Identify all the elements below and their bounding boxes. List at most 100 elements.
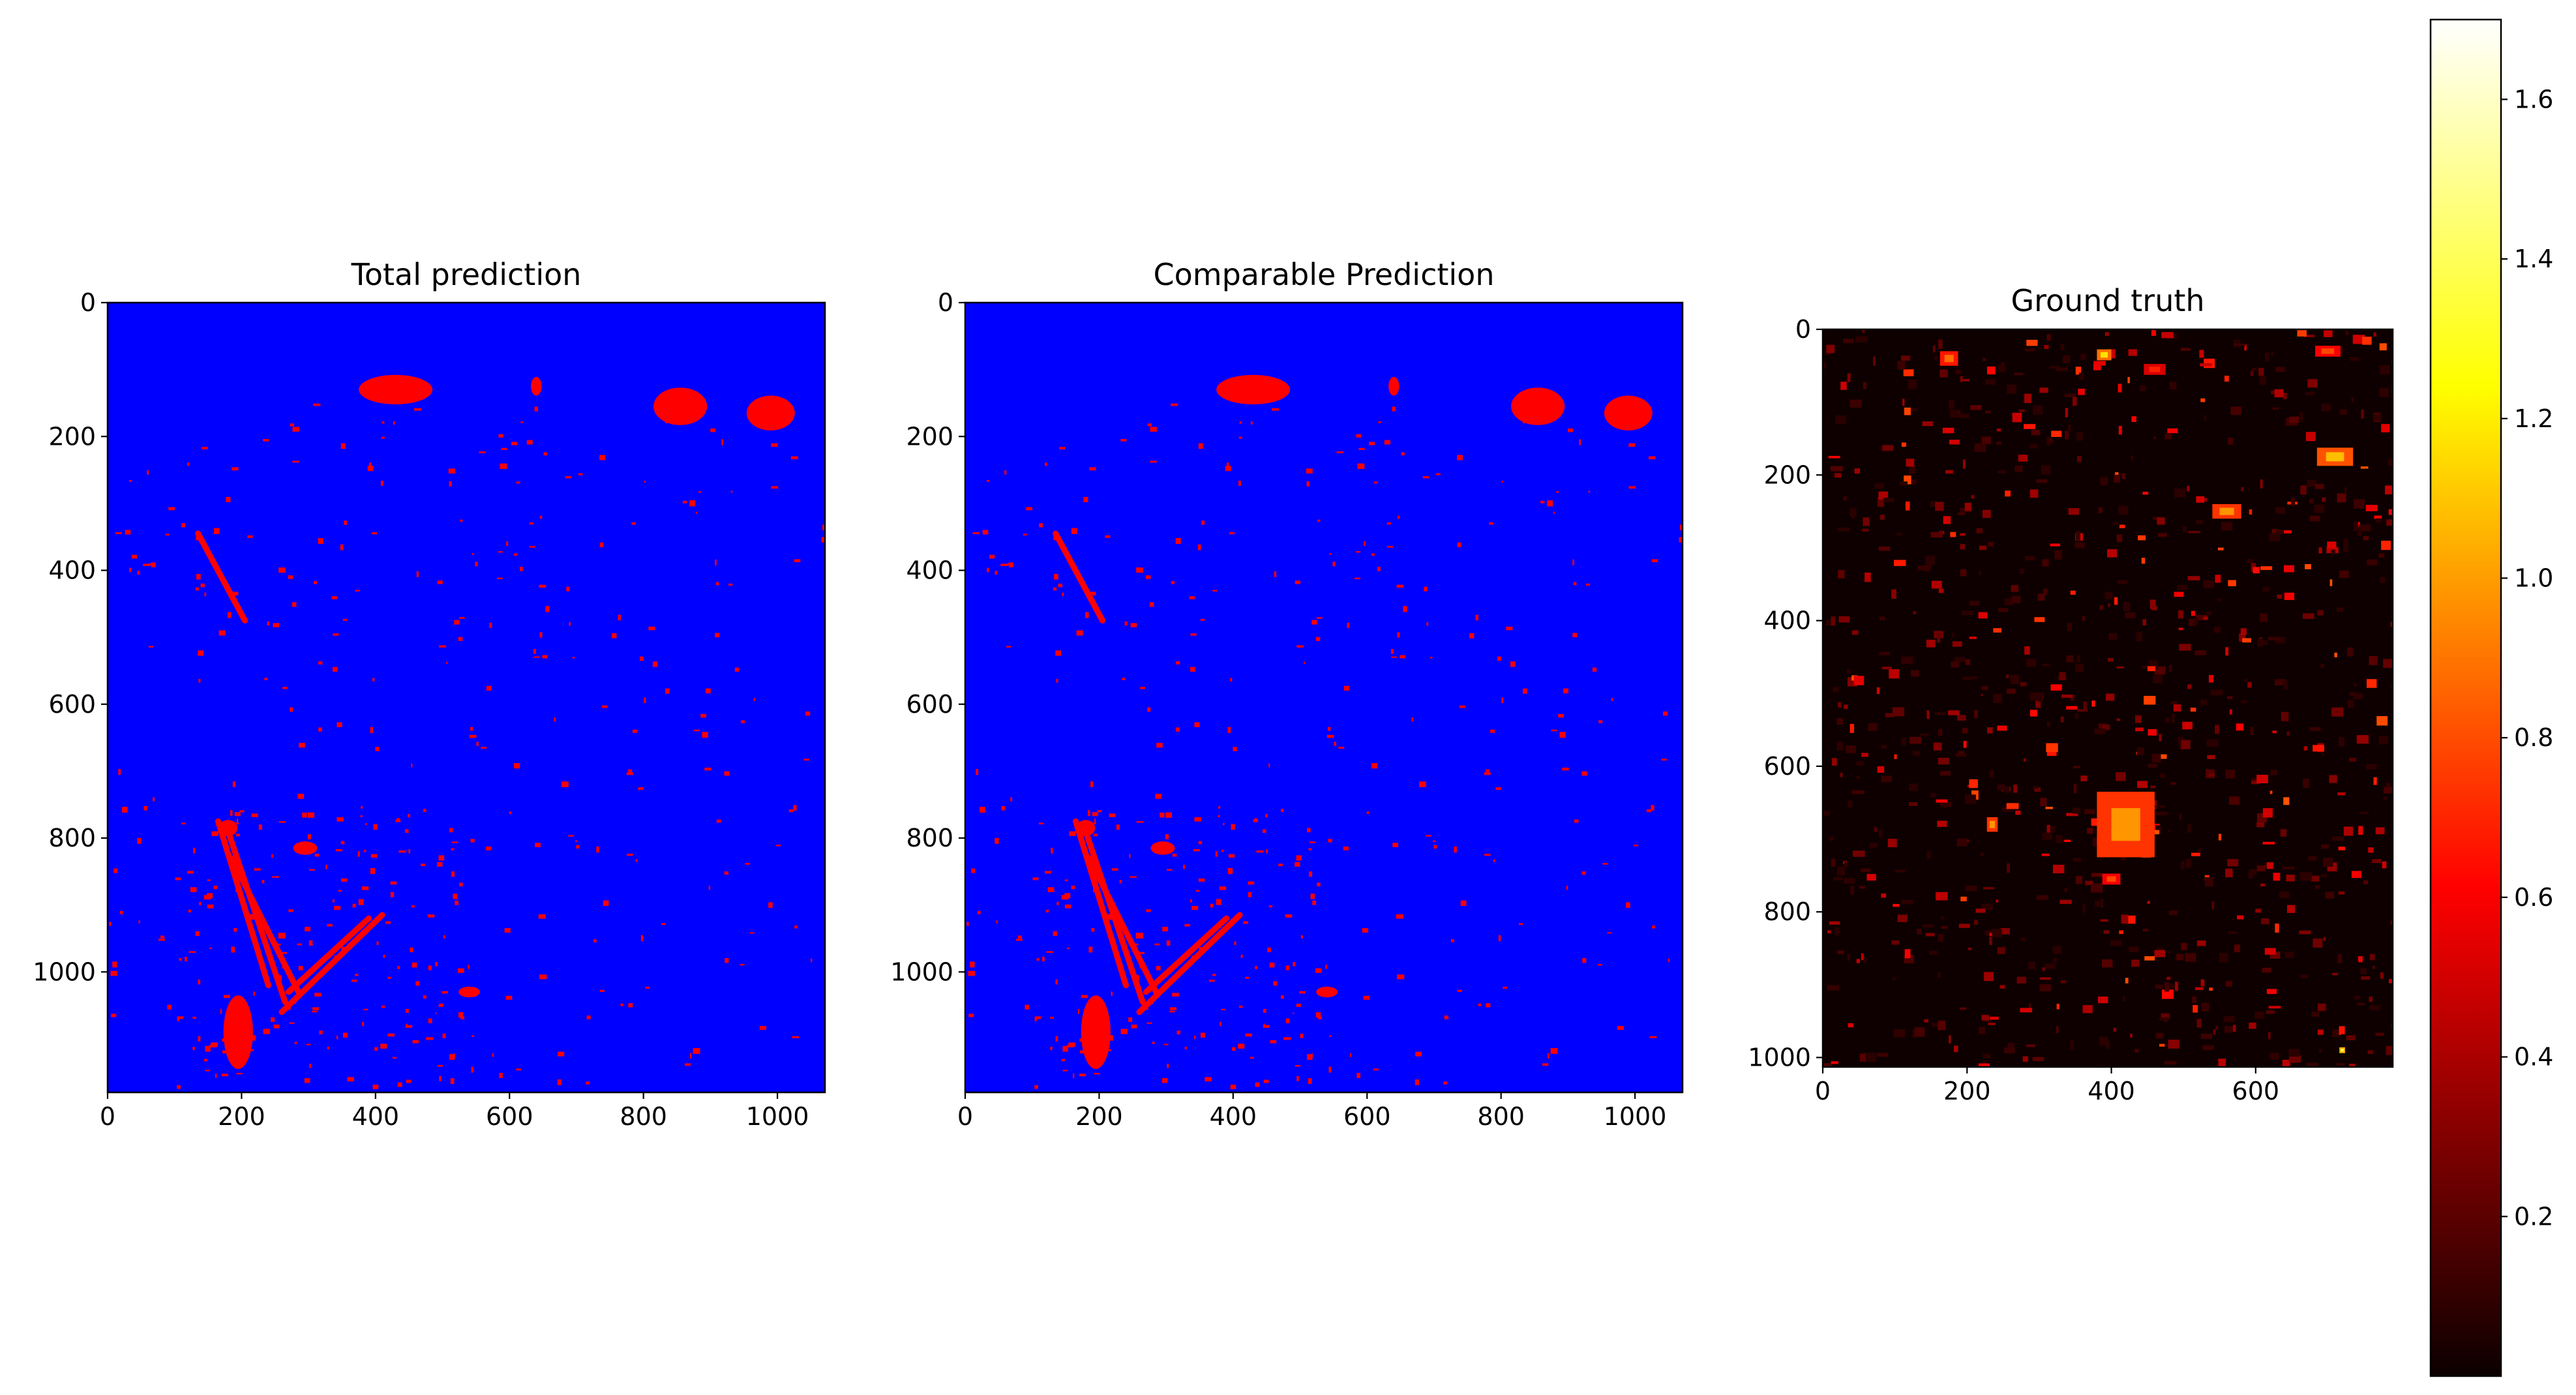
speckle xyxy=(2073,783,2077,794)
speckle xyxy=(611,633,617,638)
speckle xyxy=(1962,459,1966,469)
speckle xyxy=(2052,864,2065,874)
speckle xyxy=(578,473,583,475)
speckle xyxy=(2247,558,2253,563)
speckle xyxy=(1349,1053,1352,1057)
region-line xyxy=(285,915,372,995)
speckle xyxy=(1296,1004,1301,1007)
speckle xyxy=(115,532,122,535)
speckle xyxy=(2336,607,2344,612)
speckle xyxy=(1230,1085,1236,1090)
speckle xyxy=(213,528,220,534)
speckle xyxy=(231,946,235,953)
speckle xyxy=(220,1009,222,1014)
speckle xyxy=(575,840,578,842)
speckle xyxy=(492,1053,494,1057)
speckle xyxy=(2106,549,2118,558)
speckle xyxy=(2153,674,2163,683)
hotspot-core xyxy=(2321,348,2335,354)
hotspot-core xyxy=(2326,452,2344,462)
speckle xyxy=(554,717,556,722)
speckle xyxy=(222,1038,228,1042)
speckle xyxy=(281,952,287,954)
speckle xyxy=(2129,946,2139,952)
y-tick-label: 400 xyxy=(1763,607,1811,635)
speckle xyxy=(1909,783,1918,791)
speckle xyxy=(794,925,798,929)
speckle xyxy=(1978,612,1988,619)
speckle xyxy=(362,1021,364,1027)
speckle xyxy=(1877,766,1885,773)
speckle xyxy=(702,732,708,738)
speckle xyxy=(2064,839,2071,842)
speckle xyxy=(1831,466,1843,472)
speckle xyxy=(1904,949,1911,959)
speckle xyxy=(2314,504,2325,513)
speckle xyxy=(2094,728,2106,734)
speckle xyxy=(1829,921,1840,925)
speckle xyxy=(1912,751,1921,756)
speckle xyxy=(2142,929,2149,932)
speckle xyxy=(2271,391,2275,395)
speckle xyxy=(1256,850,1264,853)
speckle xyxy=(2059,672,2066,680)
speckle xyxy=(365,823,367,826)
speckle xyxy=(2005,674,2009,678)
speckle xyxy=(620,1003,623,1006)
speckle xyxy=(1026,507,1033,511)
speckle xyxy=(2271,528,2278,534)
speckle xyxy=(2224,1026,2234,1033)
speckle xyxy=(232,467,239,471)
speckle xyxy=(2266,1010,2275,1014)
speckle xyxy=(1356,434,1361,438)
speckle xyxy=(2029,443,2038,449)
speckle xyxy=(128,479,132,482)
speckle xyxy=(2361,976,2371,980)
speckle xyxy=(2274,389,2284,398)
speckle xyxy=(2007,1043,2014,1048)
speckle xyxy=(2219,953,2228,963)
speckle xyxy=(1107,1035,1114,1041)
speckle xyxy=(2358,524,2371,532)
speckle xyxy=(273,1025,280,1028)
speckle xyxy=(2082,616,2085,622)
speckle xyxy=(2196,940,2206,946)
speckle xyxy=(2136,747,2144,756)
speckle xyxy=(1139,964,1146,968)
speckle xyxy=(504,928,511,933)
speckle xyxy=(1062,1070,1068,1072)
speckle xyxy=(1893,1029,1906,1038)
speckle xyxy=(1931,580,1942,589)
speckle xyxy=(308,940,313,946)
speckle xyxy=(1411,717,1414,722)
speckle xyxy=(1176,727,1180,732)
speckle xyxy=(1498,935,1501,942)
speckle xyxy=(2303,746,2307,751)
x-tick-label: 400 xyxy=(2088,1077,2135,1105)
speckle xyxy=(1426,622,1428,626)
speckle xyxy=(1948,710,1960,715)
speckle xyxy=(2271,352,2274,356)
speckle xyxy=(226,496,231,502)
speckle xyxy=(2313,938,2323,948)
speckle xyxy=(1038,822,1044,825)
speckle xyxy=(1386,546,1394,548)
speckle xyxy=(1006,646,1011,648)
speckle xyxy=(496,577,503,580)
speckle xyxy=(1651,559,1658,563)
speckle xyxy=(2218,833,2222,841)
speckle xyxy=(708,886,711,890)
x-tick-label: 400 xyxy=(1210,1102,1257,1131)
speckle xyxy=(2187,824,2191,833)
speckle xyxy=(2261,640,2268,646)
speckle xyxy=(355,974,359,976)
speckle xyxy=(1116,824,1120,830)
speckle xyxy=(1833,877,1843,881)
speckle xyxy=(2284,952,2294,959)
speckle xyxy=(198,650,204,656)
speckle xyxy=(1598,720,1603,723)
speckle xyxy=(2105,1040,2110,1049)
speckle xyxy=(1843,496,1848,501)
speckle xyxy=(1981,436,1992,445)
